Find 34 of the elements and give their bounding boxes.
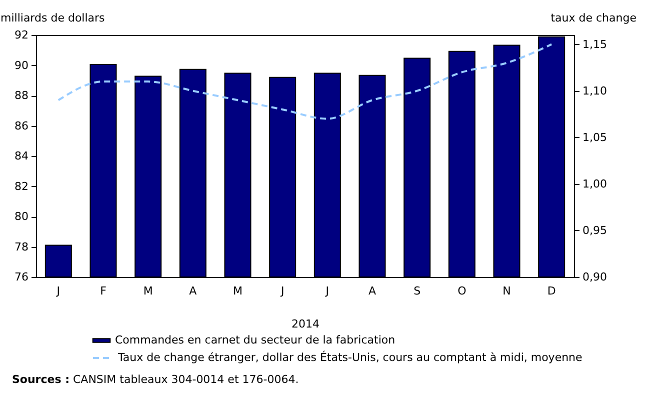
x-tick-label: A	[368, 284, 376, 298]
x-tick-label: J	[324, 284, 330, 298]
line-series	[57, 43, 553, 120]
y-tick-label: 92	[14, 28, 28, 42]
x-tick-label: O	[458, 284, 467, 298]
y-tick-label: 76	[14, 270, 28, 284]
y-tick-label: 78	[14, 240, 28, 254]
y-axis-title: milliards de dollars	[0, 12, 106, 24]
x-tick-label: F	[100, 284, 106, 298]
y-tick-label: 84	[14, 150, 28, 162]
y-tick-label: 90	[14, 58, 28, 72]
y2-tick-label: 1,15	[582, 38, 607, 51]
x-axis-title: 2014	[292, 318, 320, 330]
y-tick-label: 80	[14, 210, 28, 223]
x-tick-label: J	[280, 284, 284, 298]
x-tick-label: D	[547, 284, 556, 298]
y2-tick-label: 1,10	[582, 84, 607, 98]
y-tick-label: 82	[14, 180, 28, 193]
y-tick-label: 88	[14, 89, 28, 102]
source-note: Sources : CANSIM tableaux 304-0014 et 176-0064.	[12, 373, 299, 386]
legend-label: Commandes en carnet du secteur de la fabrication	[115, 334, 396, 346]
y2-tick-label: 1,00	[582, 177, 607, 190]
x-tick-label: J	[56, 284, 60, 298]
x-tick-label: N	[502, 284, 511, 298]
legend-label: Taux de change étranger, dollar des États-Unis, cours au comptant à midi, moyenne	[117, 350, 583, 364]
x-tick-label: A	[189, 284, 198, 298]
x-tick-label: S	[414, 284, 421, 298]
y2-tick-label: 0,95	[582, 224, 607, 237]
x-tick-label: M	[233, 284, 242, 298]
x-tick-label: M	[143, 284, 153, 298]
y2-tick-label: 0,90	[582, 270, 607, 284]
y2-tick-label: 1,05	[582, 130, 607, 144]
y2-axis-title: taux de change	[550, 12, 637, 24]
y-tick-label: 86	[14, 119, 28, 132]
